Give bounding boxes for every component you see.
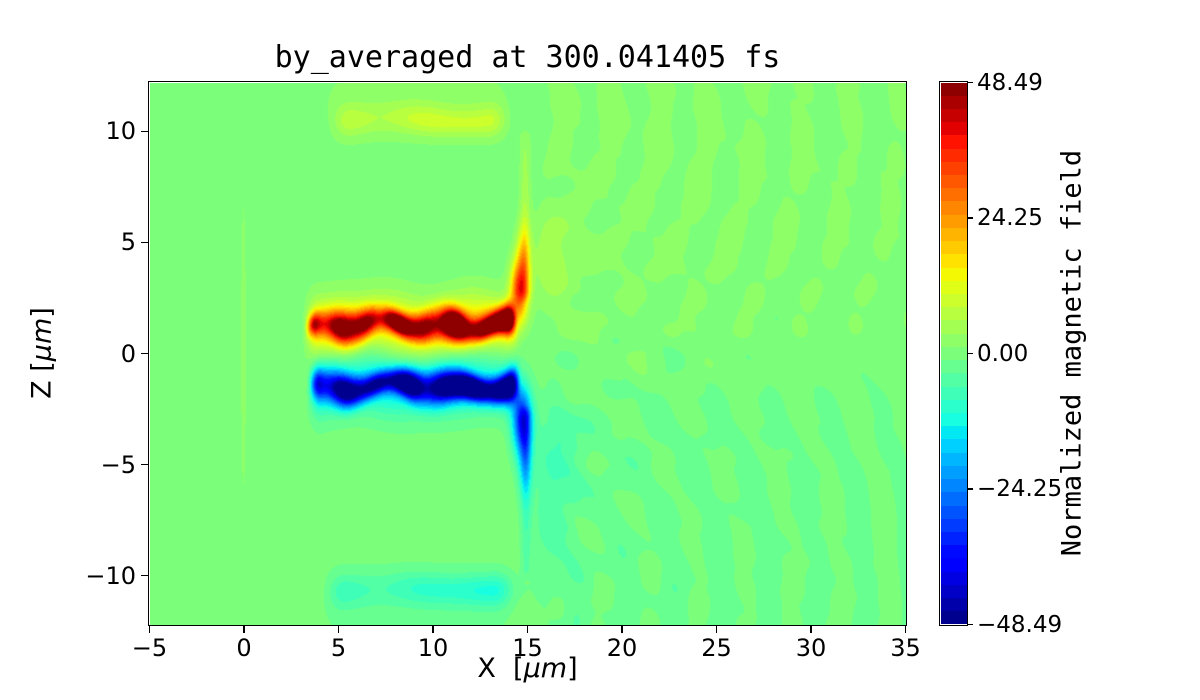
y-tick-mark [141, 130, 148, 133]
colorbar-band [940, 426, 967, 440]
colorbar-band [940, 399, 967, 413]
colorbar-band [940, 584, 967, 599]
colorbar-band [940, 95, 967, 109]
colorbar-band [940, 479, 967, 493]
colorbar-band [940, 531, 967, 546]
colorbar-band [940, 360, 967, 374]
y-tick-label: −10 [85, 561, 136, 590]
colorbar-band [940, 333, 967, 347]
y-tick-label: 0 [120, 339, 136, 368]
x-tick-label: 30 [795, 634, 827, 662]
colorbar-band [940, 373, 967, 387]
colorbar-band [940, 492, 967, 506]
colorbar-tick-label: −48.49 [977, 611, 1063, 638]
colorbar-band [940, 82, 967, 96]
colorbar-band [940, 412, 967, 427]
x-tick-label: 35 [890, 634, 921, 662]
colorbar-tick-label: 0.00 [977, 340, 1029, 367]
colorbar-band [940, 439, 967, 453]
y-tick-mark [141, 463, 148, 466]
colorbar-band [940, 598, 967, 612]
colorbar-band [940, 346, 967, 361]
x-axis-label-close: ] [567, 653, 578, 684]
colorbar-band [940, 227, 967, 242]
y-tick-label: −5 [100, 450, 136, 479]
colorbar-band [940, 175, 967, 189]
y-tick-mark [141, 241, 148, 244]
colorbar-tick-mark [967, 81, 973, 84]
y-tick-mark [141, 574, 148, 577]
colorbar-band [940, 201, 967, 215]
colorbar-band [940, 214, 967, 228]
colorbar-band [940, 571, 967, 585]
colorbar-band [940, 294, 967, 308]
x-tick-mark [243, 626, 245, 633]
colorbar-band [940, 611, 967, 625]
x-tick-label: 5 [330, 634, 347, 662]
colorbar-band [940, 280, 967, 294]
colorbar-band [940, 558, 967, 572]
y-axis-label-unit: μm [26, 317, 58, 362]
colorbar-band [940, 545, 967, 559]
x-axis-label-text: X [ [477, 653, 524, 684]
colorbar-band [940, 518, 967, 532]
x-tick-label: 15 [512, 634, 543, 662]
colorbar-band [940, 135, 967, 149]
colorbar-band [940, 161, 967, 176]
colorbar-tick-label: 24.25 [977, 204, 1043, 231]
plot-area: −5 0 5 10 15 20 25 30 35 10 5 0 −5 −10 [85, 81, 921, 662]
colorbar-band [940, 254, 967, 268]
colorbar-tick-mark [967, 623, 973, 626]
y-axis-label-close: ] [26, 307, 58, 318]
colorbar-band [940, 241, 967, 255]
colorbar: 48.49 24.25 0.00 −24.25 −48.49 [939, 70, 1062, 638]
colorbar-band [940, 267, 967, 281]
colorbar-band [940, 386, 967, 400]
colorbar-tick-mark [967, 217, 973, 219]
colorbar-band [940, 188, 967, 202]
colorbar-band [940, 148, 967, 162]
x-tick-label: −5 [131, 634, 168, 662]
heatmap-canvas [149, 82, 906, 625]
colorbar-band [940, 452, 967, 466]
chart-title: by_averaged at 300.041405 fs [274, 40, 781, 75]
x-tick-mark [148, 626, 151, 633]
x-tick-label: 0 [236, 634, 252, 662]
colorbar-band [940, 505, 967, 519]
colorbar-band [940, 307, 967, 321]
x-tick-mark [904, 626, 907, 633]
x-tick-mark [526, 626, 529, 633]
x-tick-label: 10 [417, 634, 449, 662]
y-axis-label-text: Z [ [26, 361, 58, 399]
x-tick-mark [810, 626, 812, 633]
colorbar-band [940, 108, 967, 123]
colorbar-tick-label: 48.49 [977, 69, 1043, 96]
colorbar-tick-mark [967, 352, 973, 355]
colorbar-label: Normalized magnetic field [1056, 149, 1088, 557]
x-tick-mark [621, 626, 623, 633]
x-tick-mark [715, 626, 718, 633]
colorbar-tick-label: −24.25 [977, 476, 1063, 503]
x-tick-label: 25 [701, 634, 732, 662]
x-axis-label-unit: μm [523, 653, 568, 684]
y-tick-mark [141, 352, 148, 355]
y-tick-label: 10 [105, 117, 136, 146]
y-tick-label: 5 [120, 228, 136, 257]
y-axis-label: Z [μm] [27, 307, 58, 399]
x-axis-label: X [μm] [148, 653, 907, 684]
x-tick-mark [337, 626, 340, 633]
colorbar-band [940, 465, 967, 480]
colorbar-band [940, 122, 967, 136]
colorbar-band [940, 320, 967, 334]
colorbar-tick-mark [967, 488, 973, 490]
colorbar-gradient [940, 82, 967, 625]
x-tick-label: 20 [606, 634, 638, 662]
x-tick-mark [432, 626, 434, 633]
